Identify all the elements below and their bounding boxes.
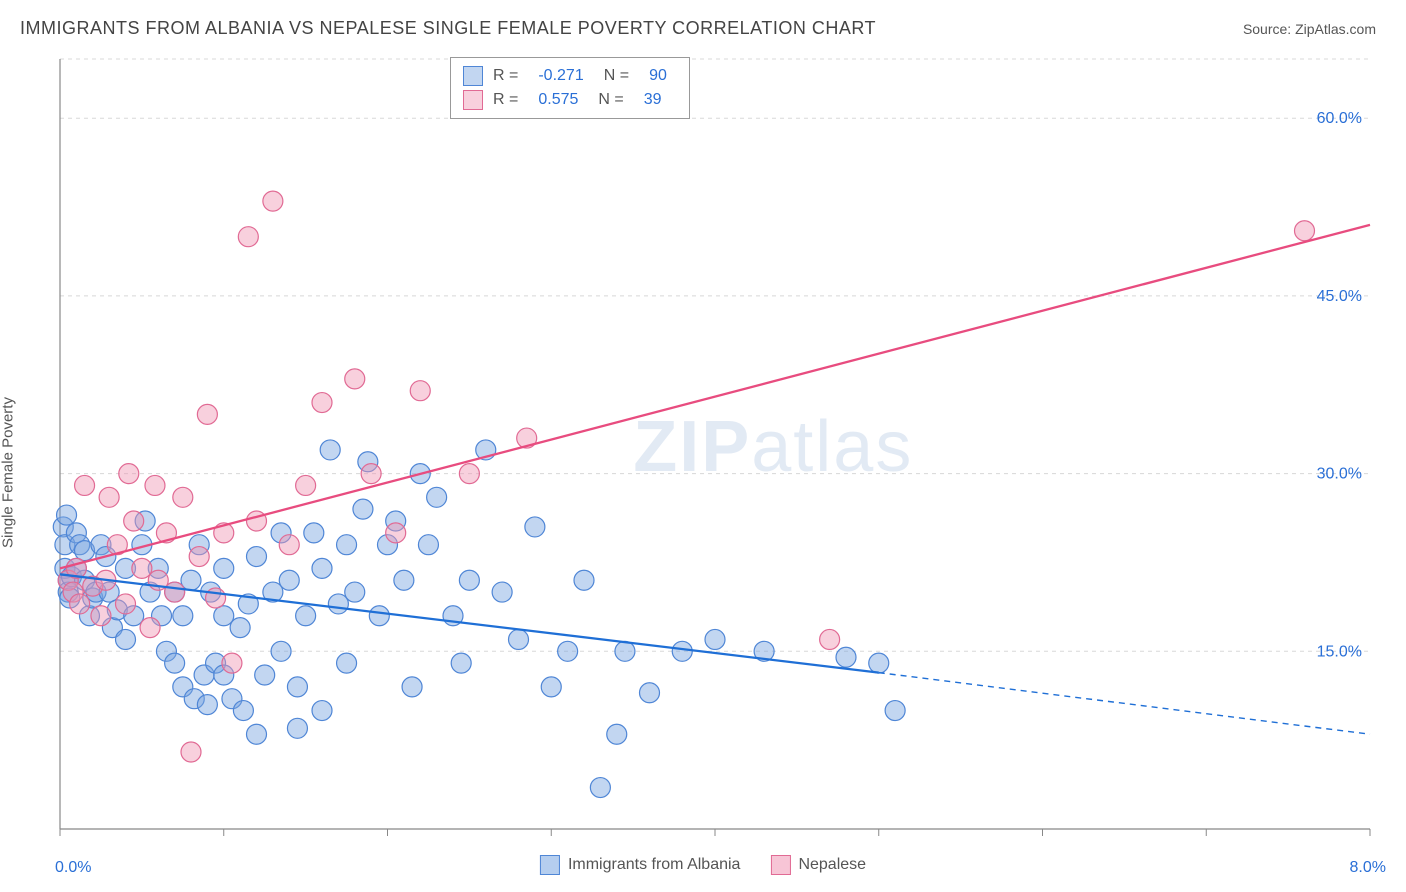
source-label: Source: ZipAtlas.com xyxy=(1243,21,1376,37)
x-min-label: 0.0% xyxy=(55,859,91,877)
stat-row-nepalese: R = 0.575 N = 39 xyxy=(463,88,677,112)
chart-header: IMMIGRANTS FROM ALBANIA VS NEPALESE SING… xyxy=(0,0,1406,49)
stat-row-albania: R = -0.271 N = 90 xyxy=(463,64,677,88)
chart-title: IMMIGRANTS FROM ALBANIA VS NEPALESE SING… xyxy=(20,18,876,39)
legend-item-albania: Immigrants from Albania xyxy=(540,855,741,875)
swatch-nepalese-icon xyxy=(770,855,790,875)
svg-text:30.0%: 30.0% xyxy=(1317,466,1362,483)
swatch-albania xyxy=(463,66,483,86)
svg-text:45.0%: 45.0% xyxy=(1317,288,1362,305)
svg-text:60.0%: 60.0% xyxy=(1317,110,1362,127)
x-max-label: 8.0% xyxy=(1350,859,1386,877)
bottom-legend: Immigrants from Albania Nepalese xyxy=(540,855,866,875)
svg-text:15.0%: 15.0% xyxy=(1317,643,1362,660)
swatch-albania-icon xyxy=(540,855,560,875)
chart-area: Single Female Poverty ZIPatlas 15.0%30.0… xyxy=(0,49,1406,879)
legend-item-nepalese: Nepalese xyxy=(770,855,866,875)
swatch-nepalese xyxy=(463,90,483,110)
scatter-plot: 15.0% 30.0% 45.0% 60.0% xyxy=(0,49,1406,849)
y-axis-label: Single Female Poverty xyxy=(0,397,17,548)
stat-legend: R = -0.271 N = 90 R = 0.575 N = 39 xyxy=(450,57,690,119)
